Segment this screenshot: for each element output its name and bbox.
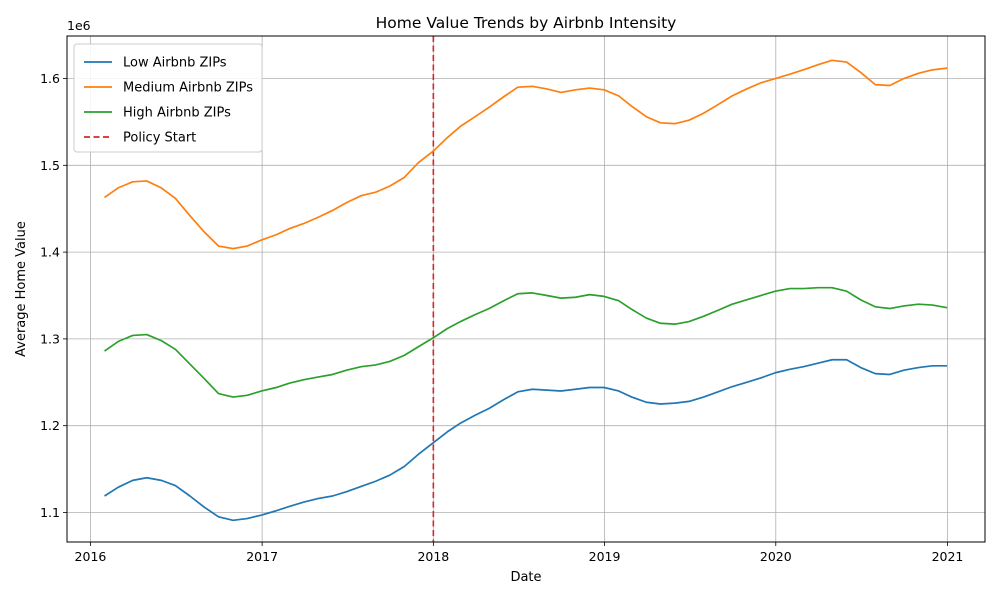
y-axis: 1.1 1.2 1.3 1.4 1.5 1.6 bbox=[40, 71, 67, 520]
x-axis-label: Date bbox=[510, 570, 541, 585]
x-tick-label: 2016 bbox=[75, 549, 107, 564]
x-tick-label: 2019 bbox=[589, 549, 621, 564]
y-tick-label: 1.2 bbox=[40, 418, 60, 433]
series-line-2 bbox=[104, 286, 948, 398]
chart-title: Home Value Trends by Airbnb Intensity bbox=[376, 14, 677, 32]
series-line-0 bbox=[104, 358, 947, 522]
series-line-1 bbox=[104, 59, 948, 250]
y-tick-label: 1.5 bbox=[40, 158, 60, 173]
y-tick-label: 1.4 bbox=[40, 245, 60, 260]
x-tick-label: 2017 bbox=[246, 549, 278, 564]
y-axis-label: Average Home Value bbox=[14, 221, 29, 357]
x-axis: 2016 2017 2018 2019 2020 2021 bbox=[75, 542, 964, 564]
legend-label: Medium Airbnb ZIPs bbox=[123, 81, 253, 96]
legend: Low Airbnb ZIPs Medium Airbnb ZIPs High Ai… bbox=[73, 43, 263, 153]
y-tick-label: 1.1 bbox=[40, 505, 60, 520]
y-axis-offset-label: 1e6 bbox=[67, 18, 91, 33]
legend-label: Policy Start bbox=[123, 131, 196, 146]
x-tick-label: 2021 bbox=[932, 549, 964, 564]
plot-frame bbox=[66, 35, 986, 543]
y-tick-label: 1.6 bbox=[40, 71, 60, 86]
legend-label: Low Airbnb ZIPs bbox=[123, 56, 227, 71]
legend-label: High Airbnb ZIPs bbox=[123, 106, 231, 121]
x-tick-label: 2018 bbox=[417, 549, 449, 564]
x-tick-label: 2020 bbox=[760, 549, 792, 564]
legend-box bbox=[73, 43, 263, 153]
y-tick-label: 1.3 bbox=[40, 331, 60, 346]
series-layer bbox=[104, 59, 948, 522]
